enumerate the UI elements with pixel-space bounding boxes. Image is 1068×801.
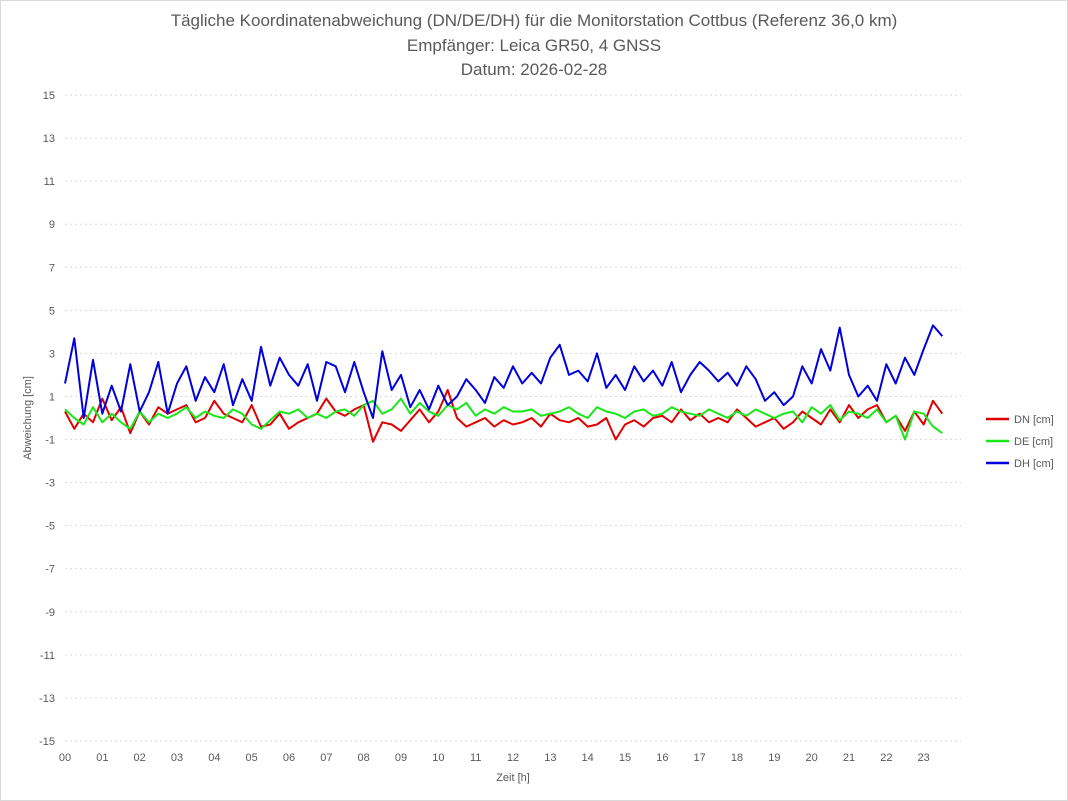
x-tick-label: 03 [171, 752, 183, 764]
y-axis-ticks: 15 13 11 9 7 5 3 1 -1 -3 -5 -7 -9 -11 -13 -15 [39, 90, 55, 748]
x-tick-label: 09 [395, 752, 407, 764]
y-tick-label: -1 [45, 435, 55, 447]
chart-title-line-1: Tägliche Koordinatenabweichung (DN/DE/DH… [170, 11, 898, 30]
x-tick-label: 23 [918, 752, 930, 764]
chart-title-line-2: Empfänger: Leica GR50, 4 GNSS [406, 36, 662, 55]
y-tick-label: -15 [39, 736, 55, 748]
y-tick-label: 7 [49, 262, 55, 274]
y-tick-label: -5 [45, 521, 55, 533]
x-tick-label: 15 [619, 752, 631, 764]
y-tick-label: 13 [43, 133, 55, 145]
y-tick-label: -9 [45, 607, 55, 619]
x-tick-label: 07 [320, 752, 332, 764]
x-tick-label: 18 [731, 752, 743, 764]
y-tick-label: 3 [49, 348, 55, 360]
y-tick-label: -13 [39, 693, 55, 705]
grid-lines [65, 94, 961, 742]
y-tick-label: 9 [49, 219, 55, 231]
x-tick-label: 08 [358, 752, 370, 764]
legend-label: DN [cm] [1014, 414, 1054, 426]
x-axis-ticks: 00 01 02 03 04 05 06 07 08 09 10 11 12 13 14 15 16 17 18 19… [59, 752, 930, 764]
x-tick-label: 20 [806, 752, 818, 764]
legend: DN [cm] DE [cm] DH [cm] [986, 414, 1054, 470]
legend-label: DH [cm] [1014, 458, 1054, 470]
x-tick-label: 16 [656, 752, 668, 764]
x-tick-label: 12 [507, 752, 519, 764]
x-tick-label: 02 [134, 752, 146, 764]
series-line-de [64, 397, 943, 441]
x-tick-label: 19 [768, 752, 780, 764]
x-tick-label: 14 [582, 752, 594, 764]
y-tick-label: 1 [49, 391, 55, 403]
x-tick-label: 22 [880, 752, 892, 764]
y-tick-label: -11 [40, 650, 55, 662]
y-tick-label: 15 [43, 90, 55, 102]
legend-label: DE [cm] [1014, 436, 1053, 448]
x-tick-label: 04 [208, 752, 220, 764]
chart-title-line-3: Datum: 2026-02-28 [460, 60, 608, 79]
series-line-dh [64, 324, 944, 419]
y-tick-label: -3 [45, 478, 55, 490]
x-tick-label: 01 [96, 752, 108, 764]
series-lines [64, 324, 944, 443]
x-tick-label: 00 [59, 752, 71, 764]
y-axis-label: Abweichung [cm] [22, 376, 34, 460]
x-tick-label: 21 [843, 752, 855, 764]
x-tick-label: 11 [470, 752, 481, 764]
y-tick-label: -7 [45, 564, 55, 576]
y-tick-label: 11 [44, 176, 55, 188]
series-line-dn [64, 389, 944, 443]
y-tick-label: 5 [49, 305, 55, 317]
x-tick-label: 05 [246, 752, 258, 764]
x-tick-label: 13 [544, 752, 556, 764]
x-tick-label: 10 [432, 752, 444, 764]
x-axis-label: Zeit [h] [496, 772, 530, 784]
x-tick-label: 17 [694, 752, 706, 764]
x-tick-label: 06 [283, 752, 295, 764]
